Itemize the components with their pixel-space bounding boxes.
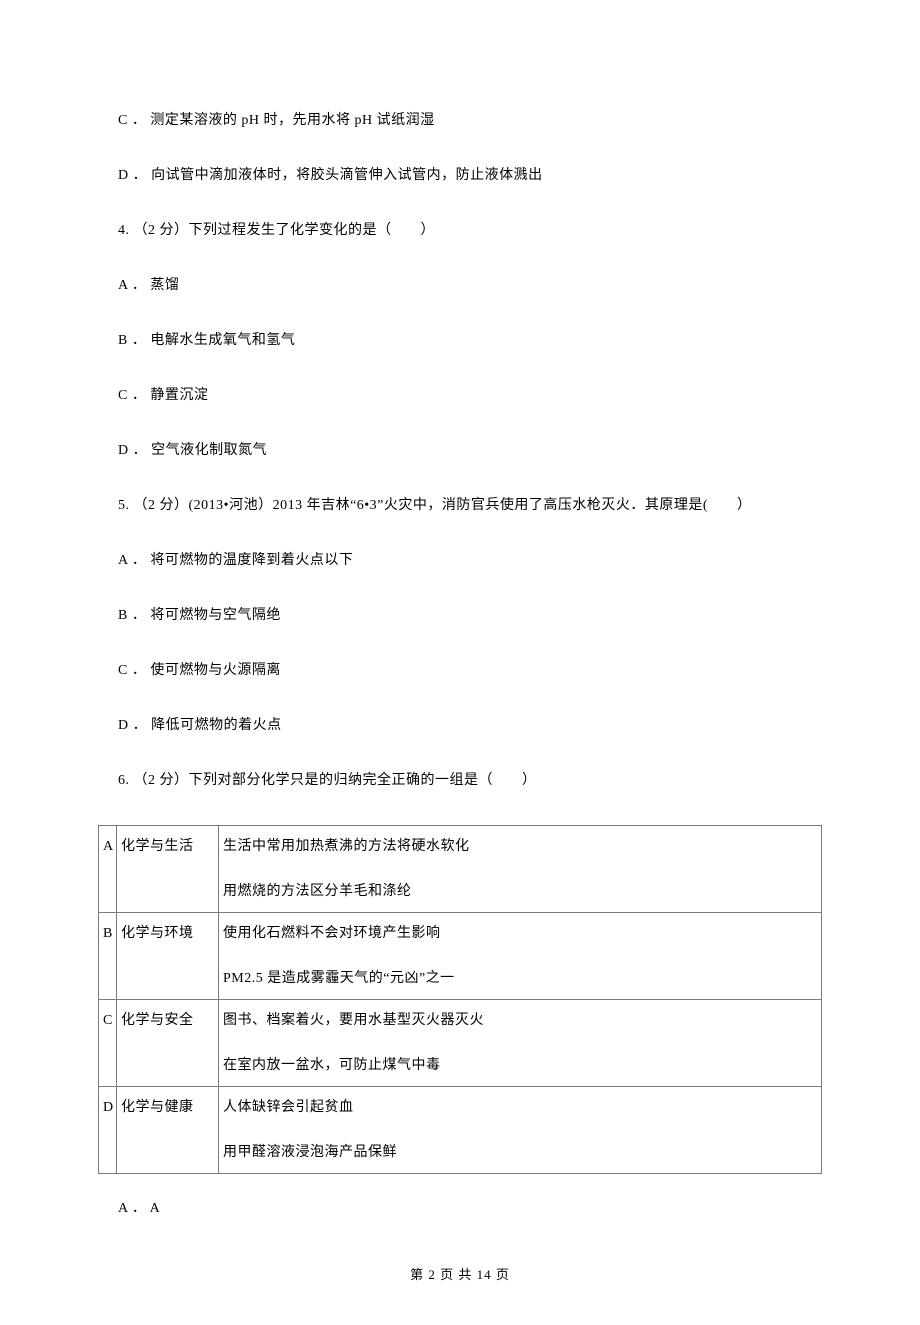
q5-opt-a: A ． 将可燃物的温度降到着火点以下 (118, 550, 822, 571)
row-key: C (99, 1000, 117, 1087)
q5-opt-b: B ． 将可燃物与空气隔绝 (118, 605, 822, 626)
q5-stem: 5. （2 分）(2013•河池）2013 年吉林“6•3”火灾中，消防官兵使用… (118, 495, 822, 516)
q4-stem: 4. （2 分）下列过程发生了化学变化的是（ ） (118, 220, 822, 241)
q4-opt-b: B ． 电解水生成氧气和氢气 (118, 330, 822, 351)
table-row: C 化学与安全 图书、档案着火，要用水基型灭火器灭火 在室内放一盆水，可防止煤气… (99, 1000, 822, 1087)
cell-line: 用燃烧的方法区分羊毛和涤纶 (223, 881, 817, 902)
row-content: 使用化石燃料不会对环境产生影响 PM2.5 是造成雾霾天气的“元凶”之一 (219, 913, 822, 1000)
table-row: B 化学与环境 使用化石燃料不会对环境产生影响 PM2.5 是造成雾霾天气的“元… (99, 913, 822, 1000)
option-c-prev: C ． 测定某溶液的 pH 时，先用水将 pH 试纸润湿 (118, 110, 822, 131)
option-label: C ． (118, 113, 146, 128)
row-key: B (99, 913, 117, 1000)
option-text: 使可燃物与火源隔离 (150, 663, 281, 678)
cell-line: 用甲醛溶液浸泡海产品保鲜 (223, 1142, 817, 1163)
option-text: 空气液化制取氮气 (151, 443, 267, 458)
option-text: 将可燃物与空气隔绝 (150, 608, 281, 623)
q4-opt-c: C ． 静置沉淀 (118, 385, 822, 406)
cell-line: PM2.5 是造成雾霾天气的“元凶”之一 (223, 968, 817, 989)
option-label: B ． (118, 333, 146, 348)
cell-line: 图书、档案着火，要用水基型灭火器灭火 (223, 1010, 817, 1031)
option-text: 降低可燃物的着火点 (151, 718, 282, 733)
option-label: C ． (118, 663, 146, 678)
row-key: A (99, 826, 117, 913)
q6-opt-a: A ． A (118, 1198, 822, 1219)
option-label: D ． (118, 168, 147, 183)
option-text: 静置沉淀 (150, 388, 208, 403)
row-category: 化学与生活 (117, 826, 219, 913)
cell-line: 生活中常用加热煮沸的方法将硬水软化 (223, 836, 817, 857)
row-key: D (99, 1087, 117, 1174)
row-category: 化学与安全 (117, 1000, 219, 1087)
option-text: 蒸馏 (150, 278, 179, 293)
option-label: D ． (118, 718, 147, 733)
cell-line: 使用化石燃料不会对环境产生影响 (223, 923, 817, 944)
option-text: 将可燃物的温度降到着火点以下 (150, 553, 353, 568)
row-category: 化学与环境 (117, 913, 219, 1000)
q6-table: A 化学与生活 生活中常用加热煮沸的方法将硬水软化 用燃烧的方法区分羊毛和涤纶 … (98, 825, 822, 1174)
option-label: A ． (118, 553, 146, 568)
cell-line: 人体缺锌会引起贫血 (223, 1097, 817, 1118)
option-label: A ． (118, 278, 146, 293)
option-label: A ． (118, 1201, 146, 1216)
page-footer: 第 2 页 共 14 页 (98, 1265, 822, 1285)
cell-line: 在室内放一盆水，可防止煤气中毒 (223, 1055, 817, 1076)
option-text: 电解水生成氧气和氢气 (150, 333, 295, 348)
option-label: D ． (118, 443, 147, 458)
option-text: A (150, 1201, 161, 1216)
page-content: C ． 测定某溶液的 pH 时，先用水将 pH 试纸润湿 D ． 向试管中滴加液… (0, 0, 920, 1325)
q5-opt-c: C ． 使可燃物与火源隔离 (118, 660, 822, 681)
q5-opt-d: D ． 降低可燃物的着火点 (118, 715, 822, 736)
row-content: 图书、档案着火，要用水基型灭火器灭火 在室内放一盆水，可防止煤气中毒 (219, 1000, 822, 1087)
option-label: C ． (118, 388, 146, 403)
table-row: A 化学与生活 生活中常用加热煮沸的方法将硬水软化 用燃烧的方法区分羊毛和涤纶 (99, 826, 822, 913)
row-content: 人体缺锌会引起贫血 用甲醛溶液浸泡海产品保鲜 (219, 1087, 822, 1174)
q6-stem: 6. （2 分）下列对部分化学只是的归纳完全正确的一组是（ ） (118, 770, 822, 791)
option-text: 测定某溶液的 pH 时，先用水将 pH 试纸润湿 (150, 113, 434, 128)
row-content: 生活中常用加热煮沸的方法将硬水软化 用燃烧的方法区分羊毛和涤纶 (219, 826, 822, 913)
row-category: 化学与健康 (117, 1087, 219, 1174)
option-label: B ． (118, 608, 146, 623)
option-text: 向试管中滴加液体时，将胶头滴管伸入试管内，防止液体溅出 (151, 168, 543, 183)
table-row: D 化学与健康 人体缺锌会引起贫血 用甲醛溶液浸泡海产品保鲜 (99, 1087, 822, 1174)
option-d-prev: D ． 向试管中滴加液体时，将胶头滴管伸入试管内，防止液体溅出 (118, 165, 822, 186)
q4-opt-d: D ． 空气液化制取氮气 (118, 440, 822, 461)
q4-opt-a: A ． 蒸馏 (118, 275, 822, 296)
